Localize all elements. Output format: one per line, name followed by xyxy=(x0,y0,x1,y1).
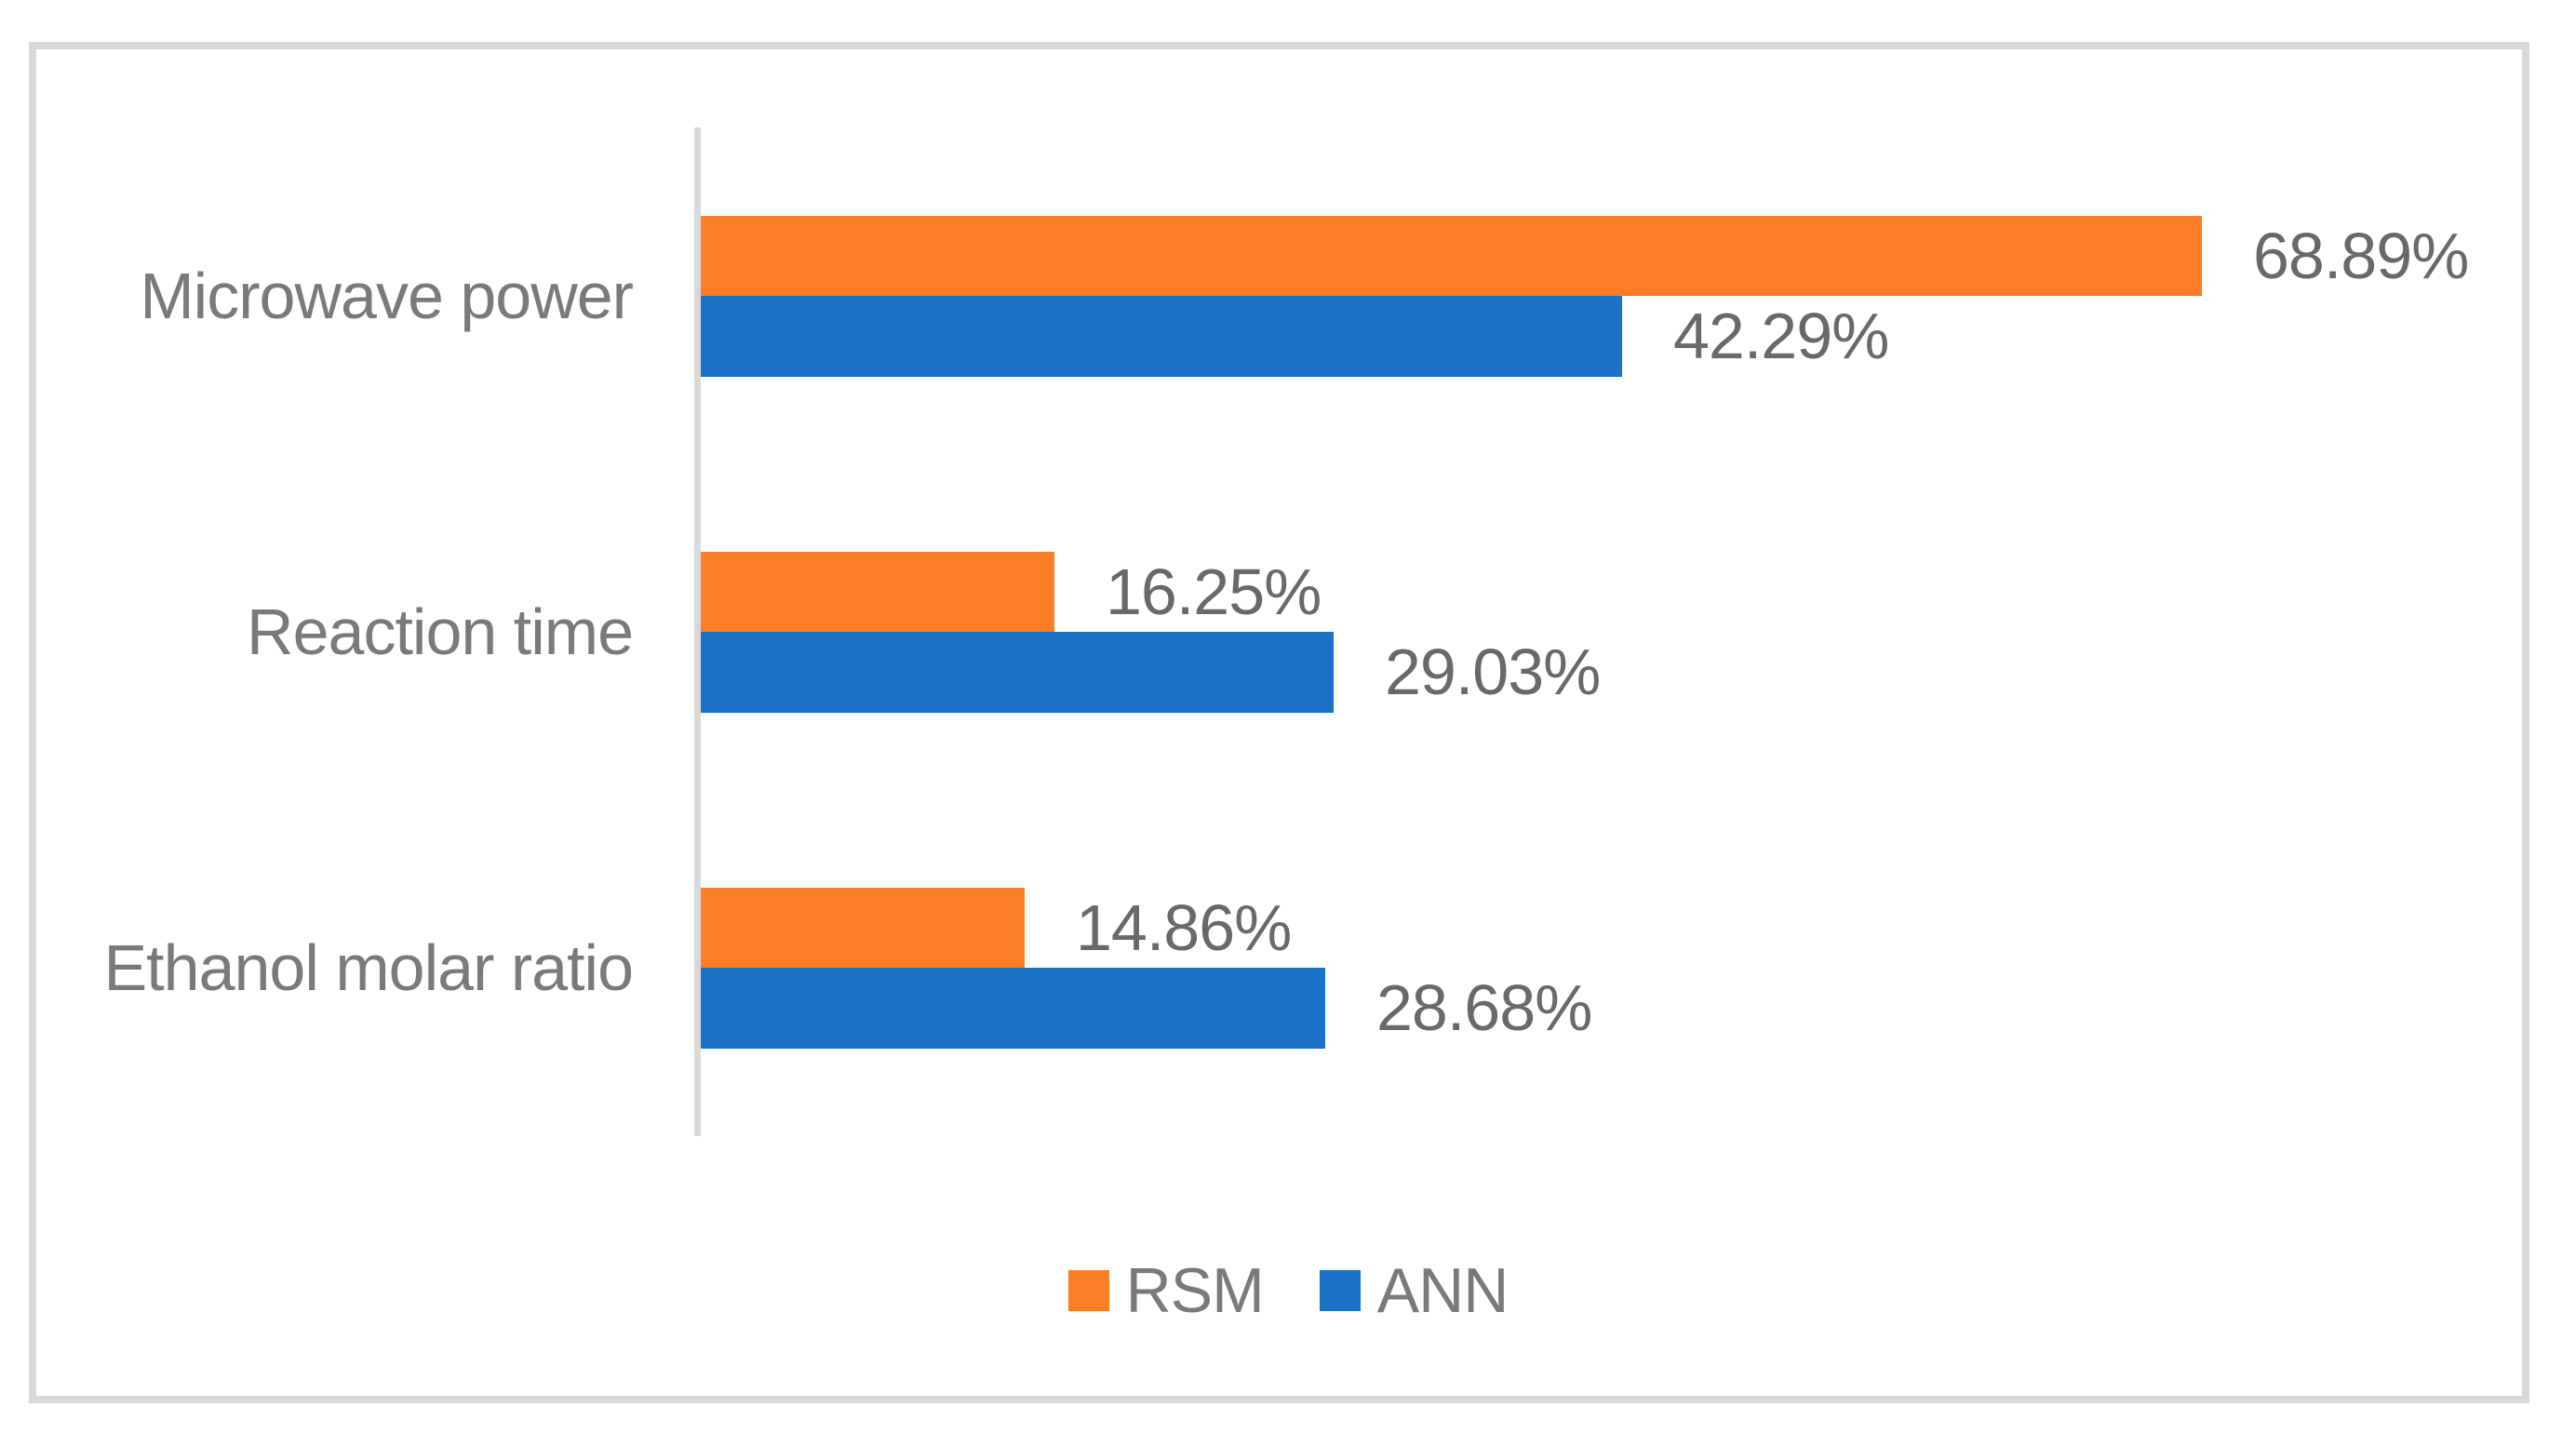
legend-item-rsm: RSM xyxy=(1067,1254,1265,1327)
legend-item-ann: ANN xyxy=(1319,1254,1509,1327)
data-label-rsm-2: 16.25% xyxy=(1106,556,1322,628)
category-label: Microwave power xyxy=(140,260,634,332)
legend-swatch-rsm xyxy=(1067,1270,1109,1311)
category-axis-line xyxy=(694,127,701,1136)
data-label-rsm-3: 14.86% xyxy=(1076,891,1292,964)
data-label-rsm-1: 68.89% xyxy=(2253,220,2469,292)
legend: RSM ANN xyxy=(0,1255,2576,1326)
data-label-ann-1: 42.29% xyxy=(1673,300,1889,372)
category-label: Ethanol molar ratio xyxy=(103,931,634,1004)
bar-rsm-1 xyxy=(701,216,2202,296)
bar-rsm-3 xyxy=(701,888,1025,968)
bar-rsm-2 xyxy=(701,552,1054,632)
bar-ann-1 xyxy=(701,296,1622,377)
category-label: Reaction time xyxy=(247,596,634,668)
legend-swatch-ann xyxy=(1319,1270,1361,1311)
legend-label-rsm: RSM xyxy=(1125,1255,1265,1326)
bar-ann-2 xyxy=(701,632,1334,713)
data-label-ann-3: 28.68% xyxy=(1376,971,1592,1044)
bar-ann-3 xyxy=(701,968,1325,1049)
legend-label-ann: ANN xyxy=(1376,1255,1509,1326)
data-label-ann-2: 29.03% xyxy=(1385,636,1601,708)
